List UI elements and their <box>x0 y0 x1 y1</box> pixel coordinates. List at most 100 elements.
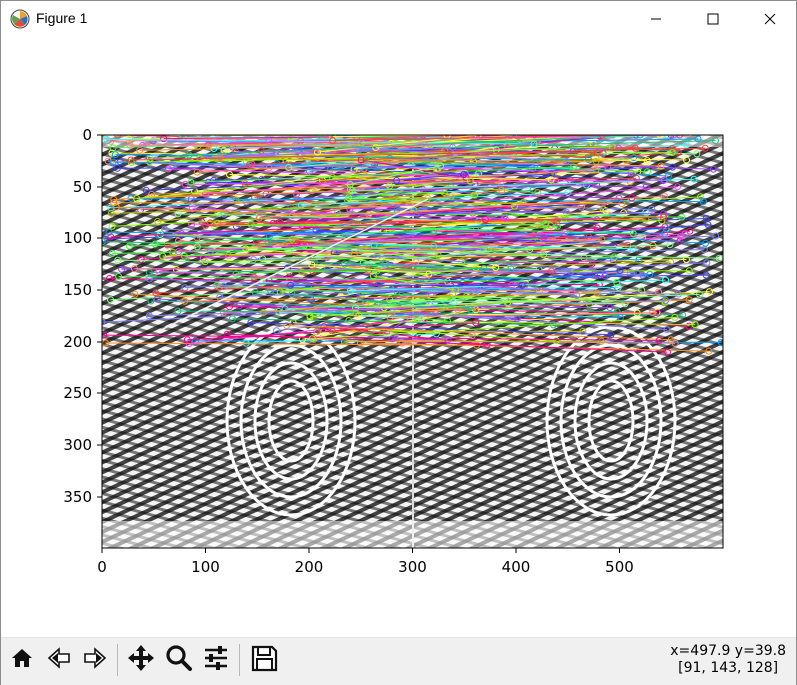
keypoint-marker <box>308 261 316 269</box>
keypoint-marker <box>569 163 577 171</box>
keypoint-marker <box>661 223 669 231</box>
match-line <box>344 263 484 269</box>
keypoint-marker <box>293 239 301 247</box>
keypoint-marker <box>598 235 606 243</box>
toolbar-separator <box>239 644 240 676</box>
keypoint-marker <box>346 181 354 189</box>
keypoint-marker <box>215 283 223 291</box>
keypoint-marker <box>181 252 189 260</box>
minimize-button[interactable] <box>633 1 679 37</box>
keypoint-marker <box>125 135 133 143</box>
configure-subplots-button[interactable] <box>200 644 232 676</box>
keypoint-marker <box>126 141 134 149</box>
keypoint-marker <box>247 319 255 327</box>
keypoint-marker <box>498 186 506 194</box>
keypoint-marker <box>102 235 109 243</box>
back-arrow-icon <box>46 645 72 675</box>
keypoint-marker <box>181 284 189 292</box>
keypoint-marker <box>706 288 714 296</box>
keypoint-marker <box>193 234 201 242</box>
keypoint-marker <box>579 327 587 335</box>
home-icon <box>9 645 35 675</box>
keypoint-marker <box>136 146 144 154</box>
zoom-magnifier-icon <box>165 644 193 676</box>
y-tick-label: 200 <box>63 333 92 351</box>
keypoint-marker <box>155 267 163 275</box>
keypoint-marker <box>437 162 445 170</box>
match-line <box>280 267 477 293</box>
close-button[interactable] <box>747 1 793 37</box>
keypoint-marker <box>685 267 693 275</box>
keypoint-marker <box>346 205 354 213</box>
keypoint-marker <box>564 189 572 197</box>
match-line <box>112 245 434 255</box>
match-line <box>389 312 653 318</box>
match-line <box>157 191 445 222</box>
keypoint-marker <box>269 219 277 227</box>
keypoint-marker <box>702 271 710 279</box>
keypoint-marker <box>329 135 337 141</box>
keypoint-marker <box>682 156 690 164</box>
keypoint-marker <box>103 135 111 143</box>
keypoint-marker <box>657 162 665 170</box>
maximize-icon <box>707 10 719 29</box>
keypoint-marker <box>130 265 138 273</box>
toolbar-separator <box>117 644 118 676</box>
maximize-button[interactable] <box>690 1 736 37</box>
keypoint-marker <box>109 158 117 166</box>
keypoint-marker <box>552 176 560 184</box>
keypoint-marker <box>159 252 167 260</box>
save-button[interactable] <box>248 644 280 676</box>
match-line <box>350 165 441 186</box>
forward-button[interactable] <box>79 644 111 676</box>
figure-canvas[interactable]: 0 100 200 300 400 500 0 50 100 150 <box>1 37 796 637</box>
match-line <box>312 316 675 340</box>
match-line <box>178 231 565 253</box>
keypoint-marker <box>473 284 481 292</box>
keypoint-marker <box>656 135 664 139</box>
keypoint-marker <box>660 192 668 200</box>
keypoint-marker <box>530 140 538 148</box>
match-line <box>168 168 457 178</box>
match-line <box>360 159 467 179</box>
match-line <box>229 173 552 181</box>
match-line <box>110 219 486 238</box>
keypoint-marker <box>704 221 712 229</box>
keypoint-marker <box>694 135 702 143</box>
keypoint-marker <box>473 341 481 349</box>
keypoint-marker <box>298 335 306 343</box>
keypoint-marker <box>251 288 259 296</box>
match-line <box>149 278 577 296</box>
back-button[interactable] <box>43 644 75 676</box>
keypoint-marker <box>164 241 172 249</box>
keypoint-marker <box>417 315 425 323</box>
keypoint-marker <box>288 235 296 243</box>
cursor-status: x=497.9 y=39.8 [91, 143, 128] <box>670 643 786 677</box>
home-button[interactable] <box>6 644 38 676</box>
match-line <box>392 311 667 331</box>
keypoint-marker <box>107 137 115 145</box>
keypoint-marker <box>430 226 438 234</box>
keypoint-marker <box>107 204 115 212</box>
keypoint-marker <box>679 311 687 319</box>
x-axis: 0 100 200 300 400 500 <box>97 548 634 576</box>
keypoint-marker <box>510 135 518 139</box>
pan-button[interactable] <box>125 644 157 676</box>
zoom-button[interactable] <box>163 644 195 676</box>
keypoint-marker <box>145 275 153 283</box>
x-tick-label: 200 <box>295 558 324 576</box>
match-line <box>359 275 606 301</box>
keypoint-marker <box>541 220 549 228</box>
keypoint-marker <box>711 137 719 145</box>
keypoint-marker <box>145 312 153 320</box>
fingerprint-image <box>102 135 723 548</box>
keypoint-marker <box>341 260 349 268</box>
keypoint-marker <box>107 233 115 241</box>
keypoint-marker <box>232 222 240 230</box>
keypoint-marker <box>440 188 448 196</box>
match-line <box>115 154 589 161</box>
match-line <box>130 147 706 161</box>
keypoint-marker <box>702 215 710 223</box>
match-line <box>355 299 690 315</box>
keypoint-marker <box>602 207 610 215</box>
